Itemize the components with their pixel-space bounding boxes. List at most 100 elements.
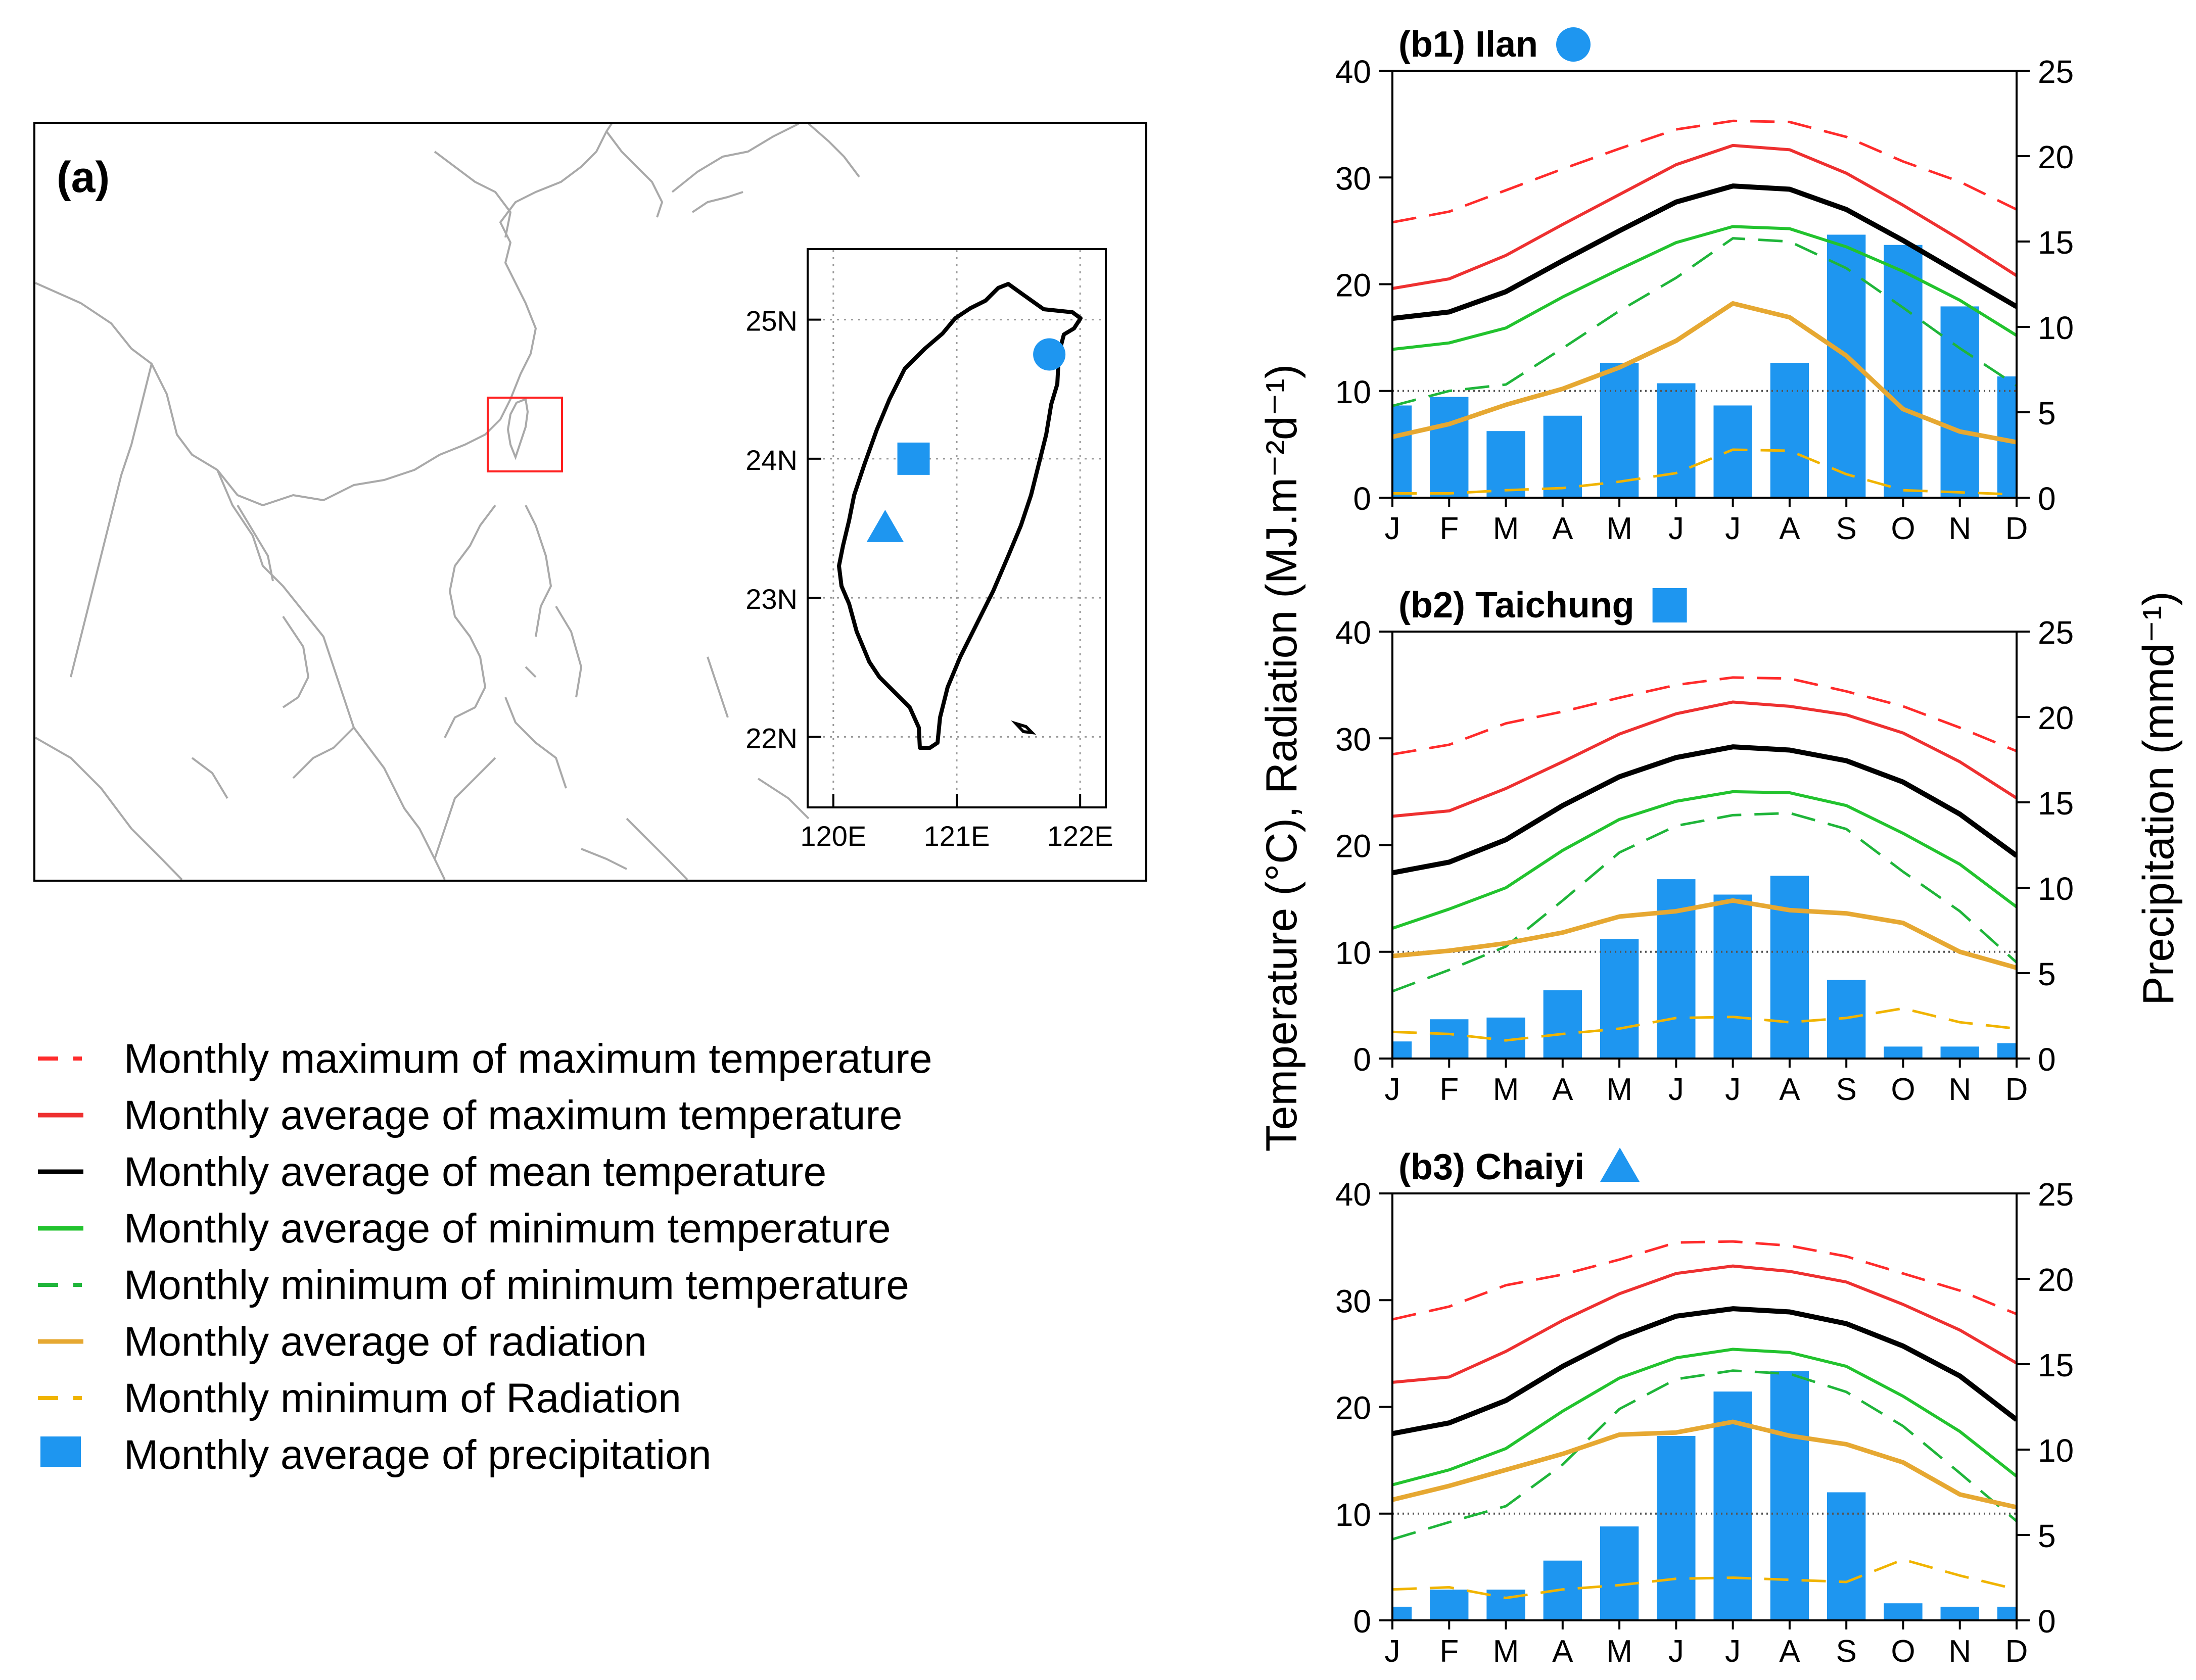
precip-bar bbox=[1486, 431, 1525, 498]
chart-frame bbox=[1391, 70, 2018, 499]
precip-bar bbox=[1997, 1606, 2017, 1620]
series-line-avg-max bbox=[1392, 143, 2017, 290]
series-line-min-min bbox=[1392, 811, 2017, 993]
legend-item: Monthly average of maximum temperature bbox=[38, 1092, 902, 1138]
legend-item: Monthly average of mean temperature bbox=[38, 1149, 826, 1195]
month-label: J bbox=[1385, 511, 1400, 546]
month-label: O bbox=[1891, 1072, 1915, 1107]
left-tick-label: 0 bbox=[1353, 1603, 1371, 1640]
legend-label: Monthly average of radiation bbox=[124, 1319, 647, 1365]
series-line-rad-avg bbox=[1392, 898, 2017, 970]
right-axis-title: Precipitation (mmd⁻¹) bbox=[2134, 591, 2183, 1005]
precip-bar bbox=[1940, 1046, 1979, 1059]
right-tick-label: 10 bbox=[2038, 1432, 2074, 1469]
precip-bar bbox=[1486, 1590, 1525, 1620]
month-label: N bbox=[1948, 511, 1971, 546]
legend-label: Monthly minimum of minimum temperature bbox=[124, 1262, 909, 1308]
chart-title: (b3) Chaiyi bbox=[1398, 1147, 1584, 1187]
month-label: J bbox=[1725, 1634, 1741, 1669]
taiwan-highlight-box bbox=[487, 397, 563, 472]
precip-bar bbox=[1392, 405, 1412, 498]
precip-bar bbox=[1713, 1391, 1752, 1620]
precip-bar bbox=[1770, 876, 1809, 1059]
precip-bar bbox=[1600, 1526, 1639, 1620]
legend-label: Monthly maximum of maximum temperature bbox=[124, 1036, 932, 1082]
left-tick-label: 40 bbox=[1335, 1176, 1371, 1213]
month-label: A bbox=[1779, 1634, 1800, 1669]
month-label: D bbox=[2005, 1634, 2028, 1669]
inset-frame bbox=[807, 248, 1107, 808]
left-tick-label: 20 bbox=[1335, 267, 1371, 304]
precip-bar bbox=[1713, 405, 1752, 498]
month-label: J bbox=[1385, 1072, 1400, 1107]
series-line-max-max bbox=[1392, 1240, 2017, 1321]
month-label: N bbox=[1948, 1634, 1971, 1669]
left-tick-label: 40 bbox=[1335, 54, 1371, 90]
left-tick-label: 30 bbox=[1335, 721, 1371, 757]
month-label: A bbox=[1552, 1634, 1573, 1669]
left-tick-label: 10 bbox=[1335, 374, 1371, 410]
legend-item: Monthly maximum of maximum temperature bbox=[38, 1036, 932, 1082]
chart-title: (b1) Ilan bbox=[1398, 24, 1538, 65]
lanyu-island bbox=[1011, 720, 1037, 735]
month-label: F bbox=[1439, 1072, 1459, 1107]
month-label: M bbox=[1493, 511, 1519, 546]
right-tick-label: 25 bbox=[2038, 54, 2074, 90]
taiwan-outline bbox=[837, 282, 1083, 750]
chart-plot-area bbox=[1392, 1240, 2017, 1620]
series-line-max-max bbox=[1392, 676, 2017, 756]
month-label: S bbox=[1836, 1072, 1857, 1107]
station-marker-ilan bbox=[1033, 338, 1066, 371]
map-coastlines bbox=[35, 124, 860, 880]
series-line-rad-min bbox=[1392, 1558, 2017, 1600]
station-marker-taichung bbox=[897, 442, 930, 475]
left-tick-label: 10 bbox=[1335, 1497, 1371, 1533]
legend-item: Monthly minimum of Radiation bbox=[38, 1375, 681, 1421]
month-label: O bbox=[1891, 1634, 1915, 1669]
legend-swatch-box bbox=[40, 1436, 81, 1467]
left-tick-label: 30 bbox=[1335, 160, 1371, 197]
month-label: M bbox=[1606, 1634, 1632, 1669]
right-tick-label: 5 bbox=[2038, 956, 2056, 992]
month-label: A bbox=[1779, 511, 1800, 546]
precip-bar bbox=[1713, 894, 1752, 1059]
month-label: F bbox=[1439, 1634, 1459, 1669]
month-label: M bbox=[1493, 1634, 1519, 1669]
legend-item: Monthly minimum of minimum temperature bbox=[38, 1262, 909, 1308]
month-label: D bbox=[2005, 511, 2028, 546]
precip-bar bbox=[1657, 879, 1696, 1059]
legend-item: Monthly average of radiation bbox=[38, 1319, 647, 1365]
month-label: O bbox=[1891, 511, 1915, 546]
precip-bar bbox=[1940, 1606, 1979, 1620]
chart-plot-area bbox=[1392, 676, 2017, 1059]
series-line-min-min bbox=[1392, 1369, 2017, 1541]
precip-bar bbox=[1543, 415, 1582, 498]
right-tick-label: 15 bbox=[2038, 785, 2074, 822]
right-tick-label: 10 bbox=[2038, 310, 2074, 346]
chart-title-marker bbox=[1556, 27, 1591, 62]
precip-bar bbox=[1657, 1435, 1696, 1620]
precip-bar bbox=[1392, 1606, 1412, 1620]
month-label: A bbox=[1552, 511, 1573, 546]
inset-lon-label: 120E bbox=[800, 820, 866, 852]
legend: Monthly maximum of maximum temperature Mo… bbox=[38, 1036, 932, 1478]
right-tick-label: 15 bbox=[2038, 1347, 2074, 1383]
right-tick-label: 25 bbox=[2038, 614, 2074, 651]
series-line-avg-mean bbox=[1392, 183, 2017, 321]
precip-bar bbox=[1600, 939, 1639, 1059]
right-tick-label: 20 bbox=[2038, 1262, 2074, 1298]
precip-bar bbox=[1997, 1043, 2017, 1059]
left-tick-label: 10 bbox=[1335, 935, 1371, 971]
precip-bar bbox=[1600, 362, 1639, 498]
inset-lat-label: 24N bbox=[745, 444, 798, 476]
left-tick-label: 20 bbox=[1335, 828, 1371, 865]
precip-bar bbox=[1657, 383, 1696, 498]
precip-bar bbox=[1884, 245, 1923, 498]
chart-title-marker bbox=[1652, 588, 1687, 622]
series-line-avg-mean bbox=[1392, 1306, 2017, 1436]
legend-label: Monthly minimum of Radiation bbox=[124, 1375, 681, 1421]
legend-item: Monthly average of minimum temperature bbox=[38, 1206, 891, 1252]
